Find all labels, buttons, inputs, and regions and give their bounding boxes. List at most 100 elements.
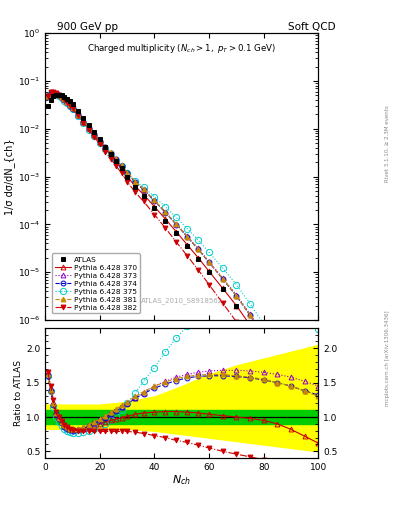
Pythia 6.428 381 — [275, 353, 280, 359]
ATLAS — [163, 218, 168, 224]
Pythia 6.428 374 — [62, 97, 67, 103]
ATLAS — [289, 383, 294, 390]
Pythia 6.428 370 — [275, 363, 280, 369]
ATLAS — [59, 92, 64, 98]
Pythia 6.428 370 — [248, 322, 252, 328]
Pythia 6.428 370 — [114, 159, 119, 165]
ATLAS — [108, 151, 113, 157]
ATLAS — [92, 129, 97, 135]
Pythia 6.428 382 — [46, 93, 50, 99]
Text: 900 GeV pp: 900 GeV pp — [57, 22, 118, 32]
Pythia 6.428 370 — [289, 388, 294, 394]
Pythia 6.428 381 — [108, 150, 113, 156]
Pythia 6.428 370 — [133, 183, 138, 189]
Pythia 6.428 370 — [54, 91, 59, 97]
Pythia 6.428 381 — [68, 102, 72, 108]
ATLAS — [133, 184, 138, 190]
ATLAS — [248, 322, 252, 328]
Pythia 6.428 375 — [302, 386, 307, 392]
Text: mcplots.cern.ch [arXiv:1306.3436]: mcplots.cern.ch [arXiv:1306.3436] — [385, 311, 389, 406]
Pythia 6.428 381 — [57, 92, 61, 98]
Pythia 6.428 381 — [97, 137, 102, 143]
Pythia 6.428 375 — [133, 178, 138, 184]
Pythia 6.428 373 — [275, 351, 280, 357]
Pythia 6.428 373 — [114, 156, 119, 162]
Pythia 6.428 374 — [196, 246, 200, 252]
Pythia 6.428 381 — [185, 233, 189, 240]
Pythia 6.428 375 — [289, 365, 294, 371]
ATLAS — [46, 103, 50, 109]
Pythia 6.428 374 — [248, 312, 252, 318]
Pythia 6.428 381 — [163, 209, 168, 215]
Pythia 6.428 375 — [174, 215, 179, 221]
Text: Rivet 3.1.10, ≥ 2.3M events: Rivet 3.1.10, ≥ 2.3M events — [385, 105, 389, 182]
Pythia 6.428 382 — [65, 99, 70, 105]
Pythia 6.428 373 — [220, 275, 225, 281]
Pythia 6.428 374 — [75, 112, 80, 118]
Pythia 6.428 370 — [51, 90, 56, 96]
Pythia 6.428 370 — [119, 165, 124, 172]
ATLAS — [114, 158, 119, 164]
Pythia 6.428 381 — [289, 376, 294, 382]
Pythia 6.428 382 — [70, 105, 75, 112]
Pythia 6.428 373 — [57, 92, 61, 98]
Pythia 6.428 370 — [125, 174, 130, 180]
Pythia 6.428 373 — [103, 144, 108, 150]
Pythia 6.428 382 — [114, 163, 119, 169]
Line: Pythia 6.428 382: Pythia 6.428 382 — [46, 89, 321, 464]
Pythia 6.428 375 — [70, 106, 75, 113]
ATLAS — [54, 92, 59, 98]
Pythia 6.428 375 — [57, 93, 61, 99]
Line: Pythia 6.428 373: Pythia 6.428 373 — [46, 90, 321, 424]
Pythia 6.428 381 — [141, 186, 146, 192]
Pythia 6.428 374 — [59, 94, 64, 100]
Pythia 6.428 370 — [86, 125, 91, 132]
Pythia 6.428 381 — [59, 94, 64, 100]
Pythia 6.428 375 — [75, 113, 80, 119]
Pythia 6.428 382 — [196, 267, 200, 273]
Pythia 6.428 373 — [234, 292, 239, 298]
Pythia 6.428 381 — [207, 259, 211, 265]
ATLAS — [141, 193, 146, 199]
ATLAS — [81, 115, 86, 121]
Pythia 6.428 374 — [174, 222, 179, 228]
Pythia 6.428 382 — [54, 90, 59, 96]
Pythia 6.428 370 — [196, 254, 200, 261]
Pythia 6.428 370 — [103, 145, 108, 152]
Pythia 6.428 381 — [316, 421, 321, 428]
Text: Charged multiplicity ($N_{ch}>1,\ p_T>0.1$ GeV): Charged multiplicity ($N_{ch}>1,\ p_T>0.… — [87, 42, 276, 55]
Pythia 6.428 382 — [48, 89, 53, 95]
Pythia 6.428 381 — [92, 131, 97, 137]
Pythia 6.428 370 — [207, 268, 211, 274]
Pythia 6.428 374 — [141, 186, 146, 193]
Pythia 6.428 382 — [81, 120, 86, 126]
ATLAS — [57, 92, 61, 98]
Pythia 6.428 382 — [185, 253, 189, 259]
Pythia 6.428 382 — [62, 96, 67, 102]
Pythia 6.428 370 — [81, 119, 86, 125]
Pythia 6.428 374 — [57, 92, 61, 98]
Pythia 6.428 374 — [86, 125, 91, 131]
Pythia 6.428 381 — [152, 197, 157, 203]
ATLAS — [97, 136, 102, 142]
Line: ATLAS: ATLAS — [46, 92, 321, 433]
Pythia 6.428 381 — [174, 221, 179, 227]
Pythia 6.428 374 — [103, 144, 108, 150]
Pythia 6.428 381 — [114, 156, 119, 162]
Pythia 6.428 373 — [248, 311, 252, 317]
Pythia 6.428 370 — [174, 229, 179, 235]
Pythia 6.428 373 — [59, 94, 64, 100]
ATLAS — [125, 174, 130, 180]
Pythia 6.428 382 — [92, 134, 97, 140]
Pythia 6.428 373 — [46, 93, 50, 99]
Text: ATLAS_2010_S8918562: ATLAS_2010_S8918562 — [141, 297, 223, 304]
Pythia 6.428 382 — [152, 211, 157, 218]
Pythia 6.428 373 — [174, 221, 179, 227]
Pythia 6.428 382 — [220, 300, 225, 306]
Pythia 6.428 375 — [92, 133, 97, 139]
Pythia 6.428 375 — [316, 410, 321, 416]
Pythia 6.428 375 — [97, 139, 102, 145]
Pythia 6.428 373 — [185, 233, 189, 239]
Pythia 6.428 375 — [114, 158, 119, 164]
ATLAS — [86, 122, 91, 128]
